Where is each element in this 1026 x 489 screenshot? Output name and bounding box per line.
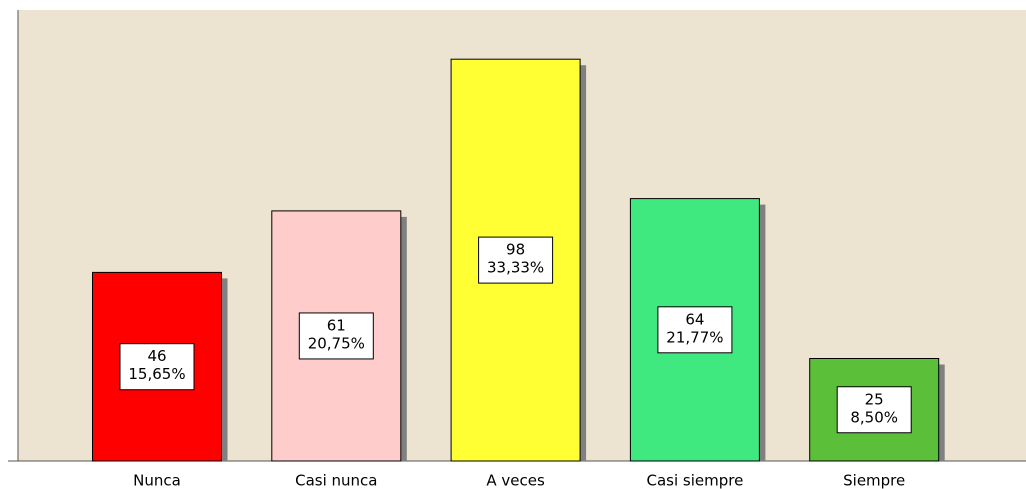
value-label: 61 xyxy=(327,316,346,334)
value-label: 25 xyxy=(865,390,884,408)
value-label: 98 xyxy=(506,241,525,259)
label-box xyxy=(119,343,195,391)
value-label: 46 xyxy=(147,347,166,365)
label-box xyxy=(478,236,554,284)
percent-label: 8,50% xyxy=(850,408,898,426)
x-tick-label: Nunca xyxy=(133,472,181,489)
percent-label: 15,65% xyxy=(128,365,185,383)
x-tick-label: A veces xyxy=(486,472,545,489)
x-tick-label: Siempre xyxy=(843,472,905,489)
percent-label: 21,77% xyxy=(666,328,723,346)
percent-label: 20,75% xyxy=(308,334,365,352)
label-box xyxy=(836,386,912,434)
x-tick-label: Casi siempre xyxy=(646,472,743,489)
label-box xyxy=(657,306,733,354)
label-box xyxy=(298,312,374,360)
value-label: 64 xyxy=(685,310,704,328)
percent-label: 33,33% xyxy=(487,259,544,277)
x-tick-label: Casi nunca xyxy=(295,472,377,489)
